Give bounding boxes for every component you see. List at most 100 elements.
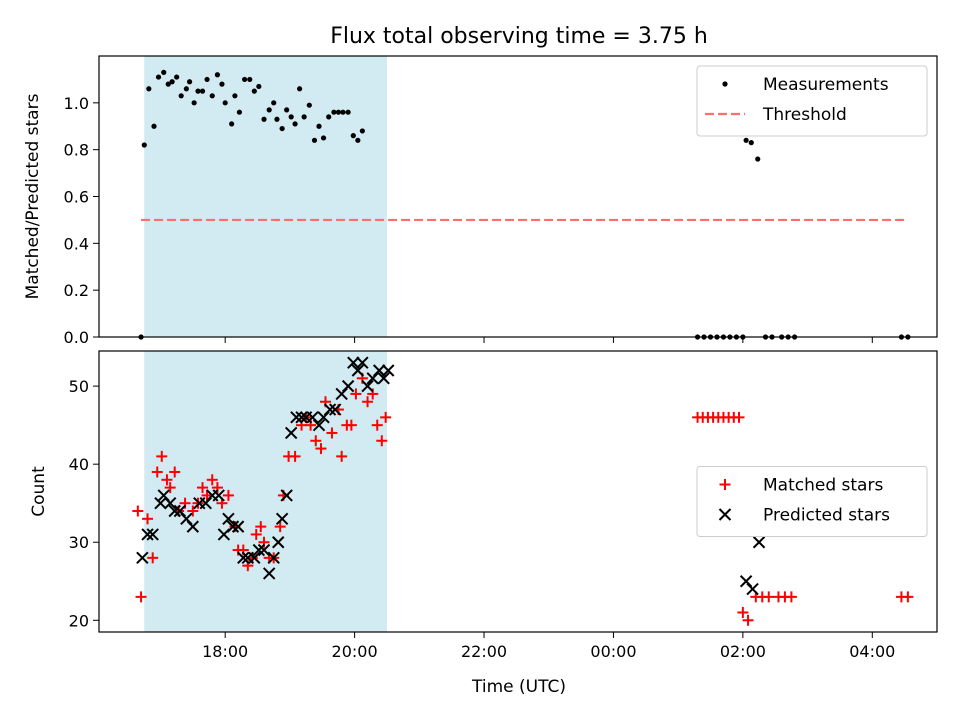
data-point [315,443,327,455]
y-tick-label: 1.0 [64,94,89,113]
data-point [262,567,276,580]
data-point [288,114,294,120]
data-point [226,520,240,533]
data-point [746,582,759,596]
data-point [252,543,266,557]
data-point [274,116,280,122]
data-point [279,125,285,132]
data-point [355,137,361,143]
data-point [284,107,290,113]
data-point [141,142,147,148]
y-axis-label: Matched/Predicted stars [23,93,43,299]
data-point [292,121,298,127]
data-point [323,403,337,416]
legend-marker [718,508,732,521]
data-point [232,93,238,99]
data-point [359,128,365,134]
data-point [341,379,355,393]
data-point [191,100,197,106]
y-tick-label: 0.0 [64,328,89,347]
data-point [289,450,301,462]
data-point [199,88,206,94]
data-point [345,419,357,431]
data-point [222,512,235,526]
data-point [147,552,159,564]
chart-title: Flux total observing time = 3.75 h [330,24,708,49]
y-axis-label: Count [29,466,49,517]
y-tick-label: 0.8 [64,141,89,160]
data-point [752,536,766,549]
y-tick-label: 40 [69,455,89,474]
data-point [174,74,180,80]
data-point [376,435,388,447]
data-point [785,591,797,603]
y-tick-label: 0.6 [64,188,89,207]
data-point [248,551,261,565]
data-point [733,411,745,423]
data-point [347,356,360,369]
y-tick-label: 0.2 [64,281,89,300]
data-point [146,528,159,541]
data-point [204,76,210,83]
data-point [222,100,228,106]
data-point [266,107,272,113]
data-point [231,520,245,533]
data-point [763,591,775,603]
data-point [267,551,280,565]
data-point [361,379,374,393]
data-point [151,123,157,129]
data-point [380,411,392,423]
data-point [161,69,167,75]
data-point [168,504,181,518]
data-point [236,109,243,115]
x-tick-label: 18:00 [202,642,248,661]
legend-box [696,65,928,137]
x-axis-label: Time (UTC) [471,677,566,697]
data-point [284,426,298,440]
data-point [301,114,307,120]
legend-marker [722,81,728,87]
data-point [382,364,395,377]
data-point [195,88,201,94]
data-point [247,76,253,83]
data-point [161,474,173,486]
data-point [219,81,225,87]
data-point [297,86,303,92]
legend-entry-label: Threshold [762,105,847,125]
data-point [141,528,154,541]
data-point [377,372,390,385]
legend-entry-label: Matched stars [763,476,883,496]
data-point [151,466,163,478]
data-point [197,482,209,494]
data-point [257,543,271,557]
data-point [272,536,285,549]
series-predicted-stars [136,356,766,596]
data-point [209,93,215,99]
x-tick-label: 22:00 [461,642,507,661]
data-point [743,137,749,143]
legend-marker [719,479,731,490]
data-point [169,79,175,85]
data-point [312,418,326,432]
data-point [135,591,147,603]
data-point [350,388,362,400]
data-point [902,591,914,603]
data-point [316,123,322,129]
data-point [755,156,761,162]
data-point [335,109,342,115]
data-point [275,512,289,526]
data-point [142,513,154,525]
x-tick-label: 20:00 [332,642,378,661]
data-point [372,364,386,377]
data-point [187,505,199,517]
data-point [165,81,171,87]
data-point [146,86,152,92]
data-point [154,497,167,510]
data-point [251,88,257,94]
data-point [222,489,234,501]
y-tick-label: 0.4 [64,234,89,253]
legend: Matched stars Predicted stars [696,466,928,537]
data-point [350,133,356,139]
bottom-panel: 20 30 40 50 18:00 20:00 22:00 00:00 02:00 04:00 Co… [29,350,938,661]
